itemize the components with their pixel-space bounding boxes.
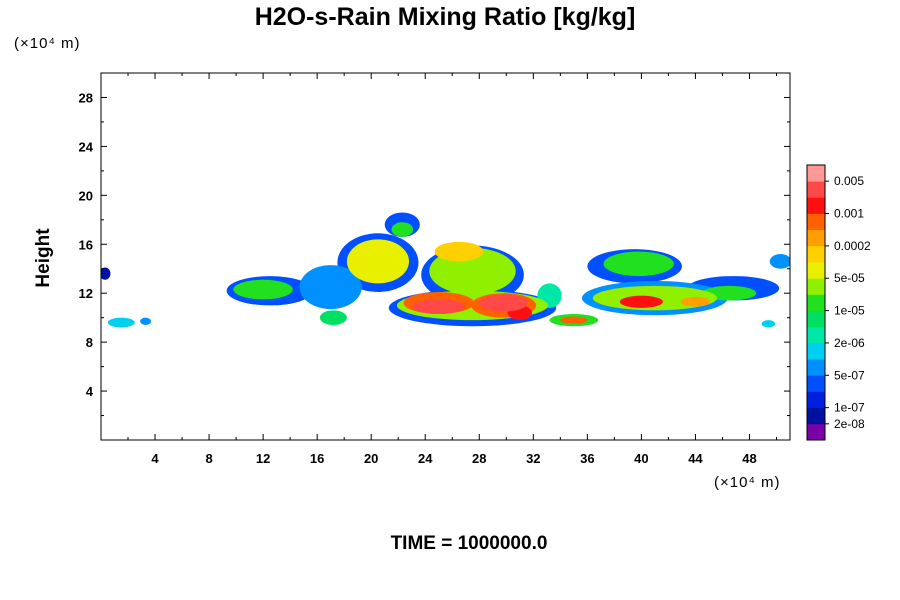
field-cell (233, 279, 293, 300)
x-ticks: 4 8 12 16 20 24 28 32 36 40 44 48 (127, 73, 777, 466)
x-tick-label: 20 (364, 451, 378, 466)
x-tick-label: 40 (634, 451, 648, 466)
x-tick-label: 4 (151, 451, 159, 466)
field-cell (391, 222, 414, 237)
colorbar-swatch (807, 375, 825, 392)
colorbar-swatch (807, 213, 825, 231)
colorbar-label: 0.005 (834, 174, 864, 188)
x-tick-label: 44 (688, 451, 703, 466)
field-cell (107, 317, 135, 328)
colorbar-swatch (807, 229, 825, 247)
colorbar-swatch (807, 423, 825, 441)
y-ticks: 4 8 12 16 20 24 28 (79, 72, 790, 417)
y-unit-label: (×10⁴ m) (14, 35, 81, 52)
colorbar-swatch (807, 326, 825, 344)
colorbar-frame (806, 164, 826, 441)
field-cell (319, 310, 347, 326)
field-cell (299, 265, 362, 310)
x-tick-label: 32 (526, 451, 540, 466)
field-cell (619, 295, 664, 308)
colorbar-label: 2e-06 (834, 336, 865, 350)
field-cell (479, 294, 528, 312)
y-axis-label: Height (33, 228, 54, 288)
field-cell (560, 316, 588, 324)
field-cell (434, 241, 484, 262)
colorbar-swatch (807, 278, 825, 295)
field-cell (413, 299, 465, 314)
colorbar-swatch (807, 342, 825, 360)
x-tick-label: 36 (580, 451, 594, 466)
x-tick-label: 24 (418, 451, 433, 466)
colorbar-swatch (807, 391, 825, 409)
colorbar-swatch (807, 407, 825, 425)
colorbar-swatch (807, 165, 825, 182)
field-cell (346, 239, 410, 284)
x-tick-label: 48 (742, 451, 756, 466)
x-tick-label: 12 (256, 451, 270, 466)
colorbar-label: 0.0002 (834, 239, 871, 253)
colorbar-label: 1e-07 (834, 401, 865, 415)
y-tick-label: 12 (79, 286, 93, 301)
field-cell (603, 251, 674, 277)
chart-title: H2O-s-Rain Mixing Ratio [kg/kg] (255, 3, 636, 31)
y-tick-label: 16 (79, 237, 93, 252)
plot-field (101, 212, 790, 328)
colorbar-swatch (807, 294, 825, 311)
field-cell (761, 320, 776, 328)
colorbar-label: 5e-05 (834, 271, 865, 285)
y-tick-label: 8 (86, 335, 93, 350)
y-tick-label: 24 (79, 139, 94, 154)
plot-area (100, 72, 791, 441)
field-cell (101, 267, 111, 280)
colorbar-label: 1e-05 (834, 304, 865, 318)
time-label: TIME = 1000000.0 (391, 533, 548, 554)
colorbar-swatch (807, 359, 825, 376)
field-cell (769, 254, 790, 269)
x-tick-label: 28 (472, 451, 486, 466)
colorbar-label: 0.001 (834, 207, 864, 221)
colorbar-label: 2e-08 (834, 417, 865, 431)
y-tick-label: 28 (79, 90, 93, 105)
colorbar: 2e-08 1e-07 5e-07 2e-06 1e-05 5e-05 0.0002 0.00… (806, 164, 871, 441)
x-tick-label: 8 (205, 451, 212, 466)
y-tick-label: 4 (86, 384, 94, 399)
x-unit-label: (×10⁴ m) (714, 474, 781, 491)
colorbar-swatch (807, 197, 825, 214)
colorbar-label: 5e-07 (834, 368, 865, 382)
field-cell (140, 317, 151, 326)
y-tick-label: 20 (79, 188, 93, 203)
colorbar-swatch (807, 310, 825, 328)
colorbar-swatch (807, 262, 825, 279)
field-cell (680, 296, 711, 307)
colorbar-swatch (807, 245, 825, 263)
x-tick-label: 16 (310, 451, 324, 466)
colorbar-swatch (807, 181, 825, 198)
